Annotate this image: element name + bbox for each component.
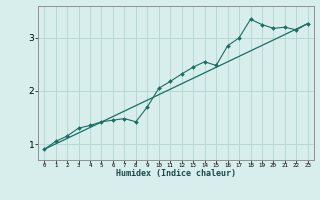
X-axis label: Humidex (Indice chaleur): Humidex (Indice chaleur) xyxy=(116,169,236,178)
